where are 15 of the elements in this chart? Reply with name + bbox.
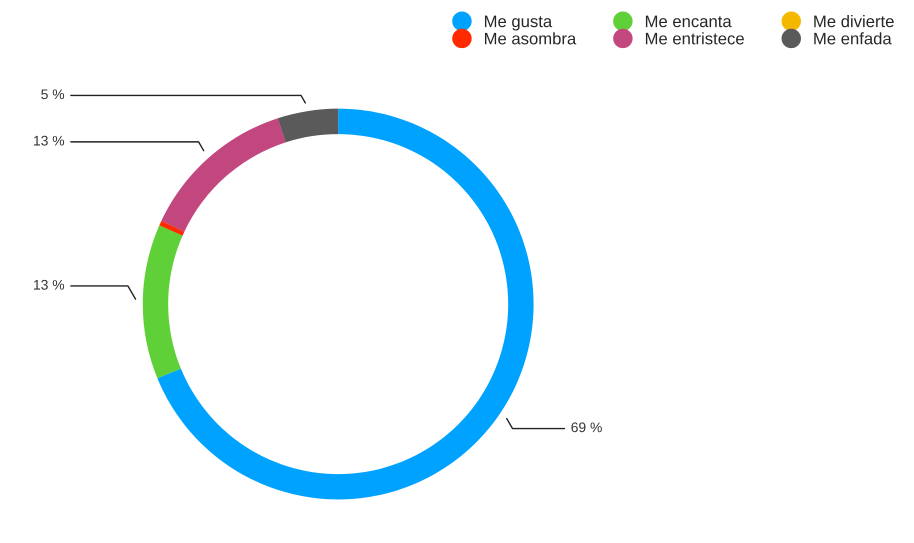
donut-slice <box>161 118 286 232</box>
data-label: 13 % <box>34 280 64 290</box>
legend-label: Me divierte <box>814 15 894 28</box>
data-label: 5 % <box>41 89 64 100</box>
donut-slice <box>159 220 184 236</box>
legend-label: Me asombra <box>484 32 576 44</box>
legend-label: Me entristece <box>646 32 744 44</box>
legend-label: Me gusta <box>484 16 552 31</box>
legend-label: Me enfada <box>814 32 892 44</box>
donut-slice <box>157 108 534 500</box>
legend-label: Me encanta <box>646 16 732 28</box>
donut-slice <box>142 225 183 378</box>
data-label: 13 % <box>34 136 64 146</box>
data-label: 69 % <box>571 422 602 432</box>
donut-slice <box>278 108 338 142</box>
